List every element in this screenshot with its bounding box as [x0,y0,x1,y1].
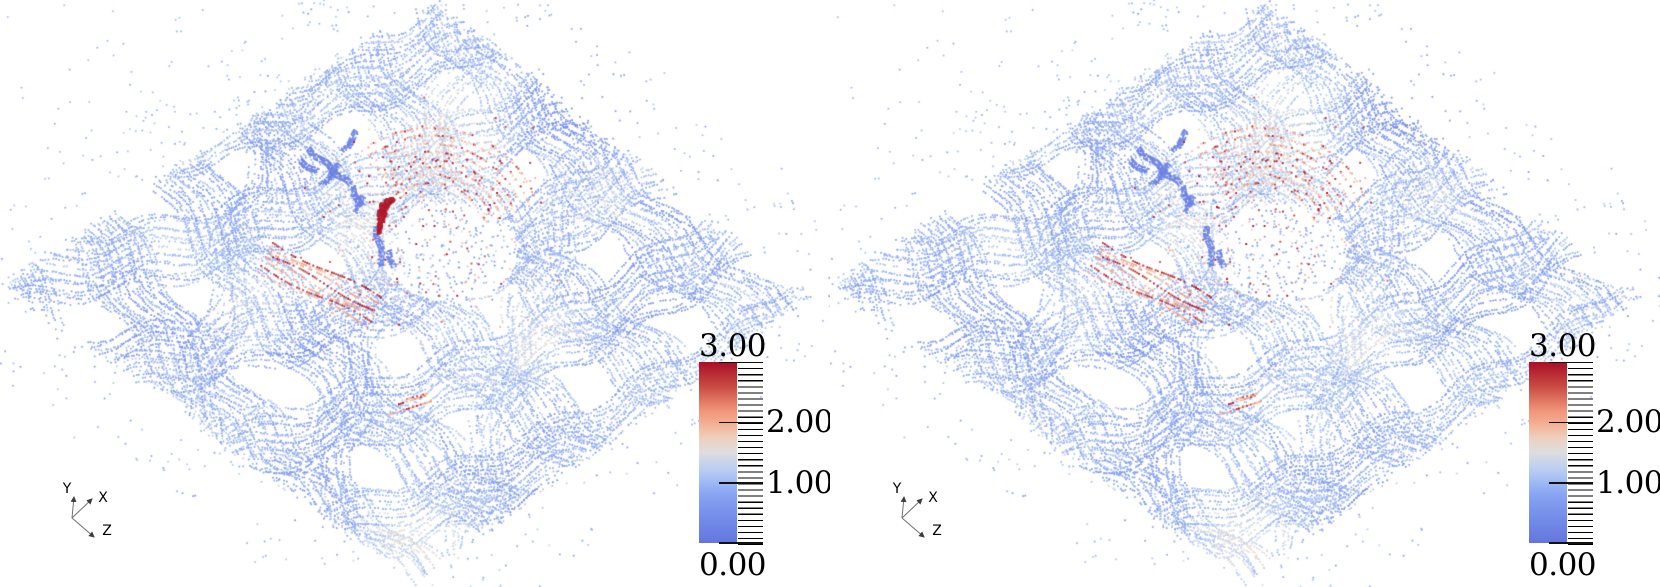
render-view-right[interactable]: Y X Z 3.00 2.00 1.00 0.00 [830,0,1660,587]
pointcloud-right[interactable] [830,0,1660,587]
render-view-left[interactable]: Y X Z 3.00 2.00 1.00 0.00 [0,0,830,587]
pointcloud-left[interactable] [0,0,830,587]
